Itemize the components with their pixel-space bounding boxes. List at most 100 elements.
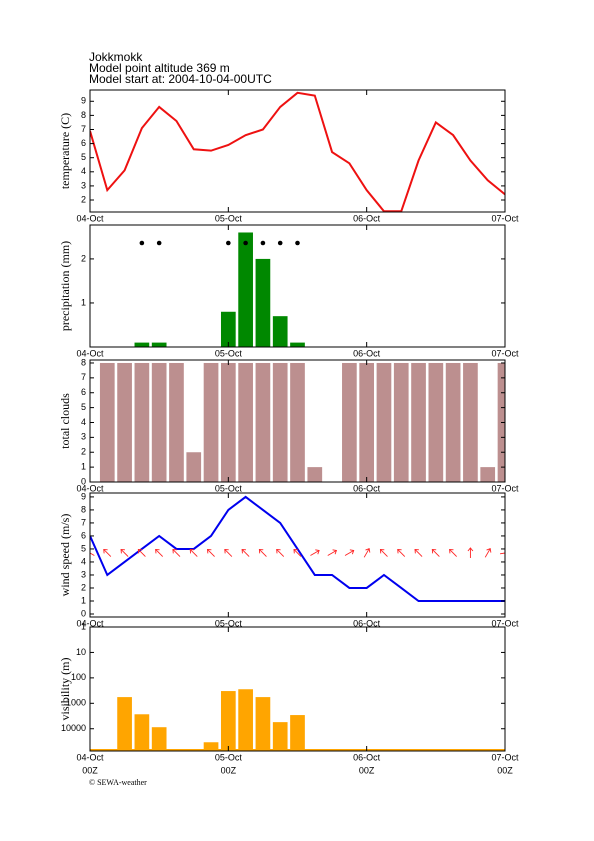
bar [99, 362, 115, 482]
copyright: © SEWA-weather [89, 778, 147, 787]
y-tick-label: 5 [81, 152, 86, 162]
y-tick-label: 7 [81, 517, 86, 527]
x-tick-label: 05-Oct [215, 752, 243, 762]
x-tick-label: 06-Oct [353, 213, 381, 223]
y-tick-label: 10 [76, 647, 86, 657]
arrow-head [207, 548, 212, 554]
y-tick-label: 0 [81, 476, 86, 486]
arrow-head [349, 549, 355, 555]
y-tick-label: 5 [81, 402, 86, 412]
x-tick-label: 07-Oct [491, 213, 519, 223]
x-tick-label: 06-Oct [353, 618, 381, 628]
bar [238, 232, 253, 347]
arrow-shaft [189, 549, 198, 557]
wind-arrow [379, 548, 388, 557]
arrow-shaft [310, 550, 320, 556]
bar [151, 362, 167, 482]
arrow-shaft [224, 549, 233, 557]
bar [290, 342, 305, 347]
y-axis-label: total clouds [58, 393, 72, 449]
wind-arrow [293, 548, 302, 557]
arrow-shaft [363, 548, 370, 558]
arrow-head [258, 548, 264, 554]
arrow-shaft [327, 550, 337, 556]
arrow-shaft [397, 549, 406, 557]
wind-arrow [103, 548, 112, 557]
arrow-head [189, 548, 195, 554]
y-tick-label: 1000 [66, 698, 86, 708]
arrow-head [379, 548, 385, 554]
x-tick-sublabel: 00Z [497, 765, 513, 775]
wind-arrow [241, 548, 250, 557]
y-tick-label: 9 [81, 96, 86, 106]
line [90, 495, 505, 602]
arrow-head [293, 548, 298, 554]
y-tick-label: 4 [81, 556, 86, 566]
x-tick-label: 05-Oct [215, 213, 243, 223]
y-tick-label: 6 [81, 138, 86, 148]
arrow-head [365, 548, 371, 553]
y-tick-label: 8 [81, 357, 86, 367]
wind-arrow [499, 551, 505, 555]
arrow-shaft [484, 548, 491, 558]
bar [238, 362, 253, 482]
y-tick-label: 9 [81, 491, 86, 501]
bar [463, 362, 478, 482]
wind-arrow [258, 548, 267, 557]
x-tick-label: 06-Oct [353, 348, 381, 358]
arrow-head [467, 547, 474, 552]
wind-arrow [344, 549, 355, 556]
arrow-shaft [293, 549, 302, 557]
plot-area [90, 91, 505, 212]
x-tick-label: 05-Oct [215, 483, 243, 493]
y-tick-label: 1 [81, 595, 86, 605]
precip-marker [139, 240, 145, 246]
bar [445, 362, 461, 482]
arrow-head [486, 548, 492, 553]
arrow-head [431, 548, 437, 554]
wind-arrow [189, 548, 198, 557]
x-tick-sublabel: 00Z [359, 765, 375, 775]
bar [220, 691, 236, 751]
bar [238, 689, 253, 751]
wind-arrow [363, 548, 371, 558]
bar [411, 362, 426, 482]
bar [151, 727, 167, 751]
plot-area [99, 362, 505, 482]
wind-arrow [224, 548, 233, 557]
arrow-head [137, 548, 143, 554]
x-tick-label: 07-Oct [491, 618, 519, 628]
x-tick-label: 05-Oct [215, 618, 243, 628]
y-tick-label: 6 [81, 530, 86, 540]
arrow-shaft [120, 549, 129, 557]
bar [134, 714, 150, 751]
wind-arrow [310, 549, 320, 556]
x-tick-label: 06-Oct [353, 752, 381, 762]
y-tick-label: 2 [81, 447, 86, 457]
wind-arrow [467, 547, 474, 558]
y-tick-label: 4 [81, 417, 86, 427]
frame [89, 359, 506, 483]
bar [151, 342, 167, 347]
x-tick-label: 05-Oct [215, 348, 243, 358]
bar [117, 362, 132, 482]
y-axis-label: temperature (C) [58, 113, 72, 189]
bar [290, 362, 305, 482]
wind-arrow [137, 548, 146, 557]
bar [255, 697, 271, 751]
bar [117, 697, 132, 751]
wind-arrow [397, 548, 406, 557]
x-tick-label: 04-Oct [76, 618, 104, 628]
precip-marker [260, 240, 266, 246]
y-tick-label: 2 [81, 194, 86, 204]
arrow-shaft [276, 549, 285, 557]
bar [393, 362, 409, 482]
bar [376, 362, 392, 482]
arrow-shaft [138, 549, 146, 557]
arrow-shaft [380, 549, 388, 557]
y-tick-label: 1 [81, 461, 86, 471]
x-tick-label: 04-Oct [76, 752, 104, 762]
arrow-head [397, 548, 402, 554]
bar [290, 715, 305, 751]
